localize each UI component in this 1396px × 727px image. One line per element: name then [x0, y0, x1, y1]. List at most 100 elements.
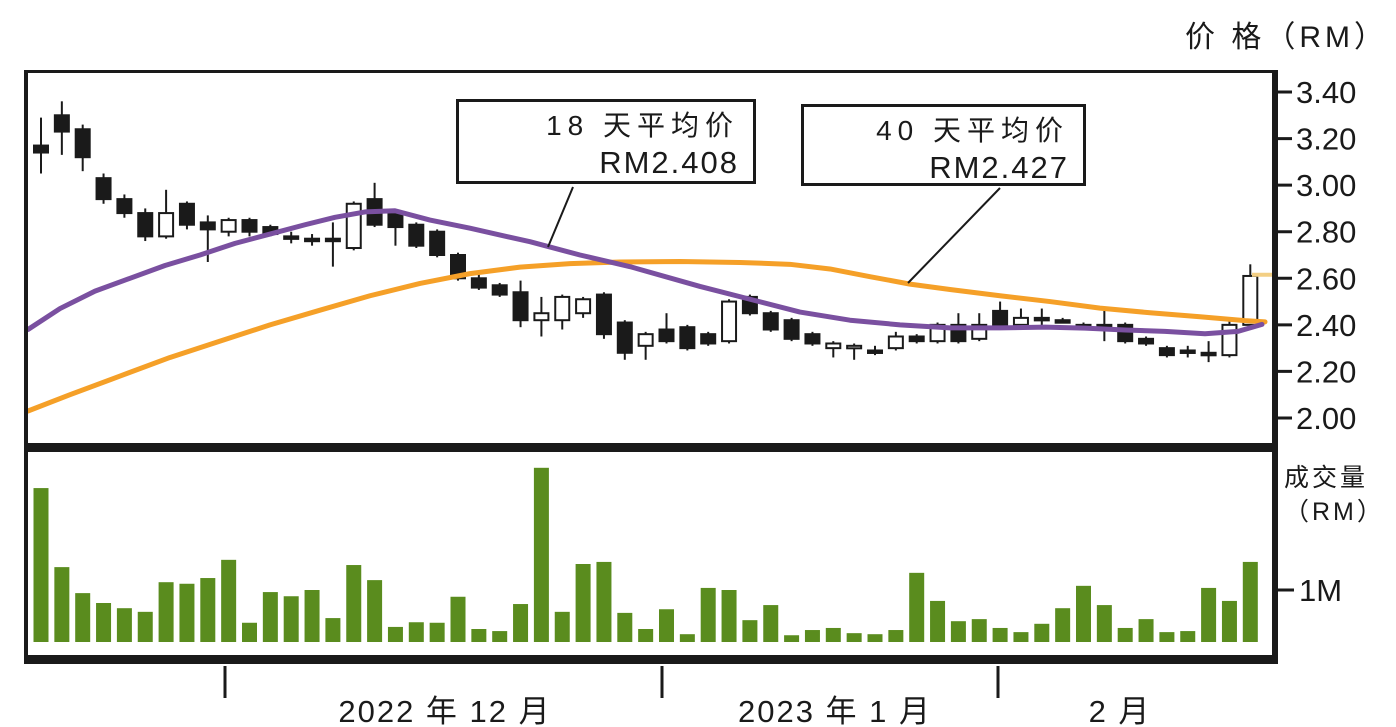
- volume-bar: [450, 596, 466, 642]
- volume-bar: [367, 580, 383, 642]
- volume-bar: [33, 488, 49, 642]
- candle-body-down: [241, 219, 258, 233]
- candle-body-down: [199, 221, 216, 231]
- candle-body-down: [137, 212, 154, 238]
- volume-bar: [867, 634, 883, 642]
- price-tick-label: 2.40: [1296, 308, 1356, 343]
- candle-body-down: [74, 128, 91, 159]
- candle-body-down: [595, 293, 612, 336]
- candle-body-down: [658, 328, 675, 343]
- candle-body-up: [637, 333, 654, 347]
- volume-bar: [1013, 632, 1029, 642]
- volume-bar: [638, 629, 654, 642]
- volume-bar: [554, 611, 570, 642]
- volume-bar: [54, 567, 70, 642]
- candle-body-down: [992, 309, 1009, 326]
- volume-bar: [1180, 631, 1196, 642]
- x-axis-label-dec-2022: 2022 年 12 月: [338, 694, 552, 727]
- candle-body-down: [408, 223, 425, 247]
- volume-bar: [346, 565, 362, 642]
- ma40-annotation-value: RM2.427: [929, 150, 1069, 185]
- candle-body-down: [1200, 351, 1217, 357]
- ma18-annotation-label: 18 天平均价: [546, 110, 739, 141]
- volume-bar: [659, 609, 674, 642]
- price-tick-label: 2.20: [1296, 354, 1356, 389]
- candle-body-up: [575, 298, 592, 315]
- candle-body-down: [908, 335, 925, 343]
- volume-bar: [825, 627, 841, 642]
- ma40-annotation-label: 40 天平均价: [876, 115, 1069, 146]
- candle-body-down: [762, 312, 779, 331]
- volume-bar: [262, 592, 278, 642]
- price-axis-title: 价 格（RM）: [1185, 21, 1388, 54]
- candle-body-up: [825, 342, 842, 350]
- volume-bar: [1034, 623, 1050, 642]
- candle-body-down: [512, 291, 529, 322]
- volume-bar: [137, 611, 153, 642]
- candle-body-down: [283, 235, 300, 240]
- candle-body-down: [1158, 347, 1175, 357]
- candle-body-up: [220, 219, 237, 233]
- candle-body-down: [1033, 316, 1050, 322]
- volume-bar: [971, 619, 987, 642]
- volume-bar: [471, 629, 487, 642]
- volume-bar: [763, 605, 779, 642]
- volume-axis-title-line1: 成交量: [1284, 464, 1369, 492]
- volume-bar: [75, 593, 91, 642]
- volume-bar: [533, 467, 549, 642]
- volume-axis-title-line2: （RM）: [1284, 498, 1385, 526]
- volume-bar: [888, 630, 904, 642]
- candle-body-up: [533, 312, 550, 322]
- x-axis-tick: [996, 666, 1000, 698]
- candle-body-down: [783, 319, 800, 340]
- candle-body-down: [1179, 349, 1196, 354]
- volume-bar: [930, 600, 946, 642]
- volume-bar: [1138, 619, 1154, 642]
- price-tick-label: 3.00: [1296, 168, 1356, 203]
- volume-bar: [1159, 632, 1175, 642]
- volume-bar: [1221, 600, 1237, 642]
- annotation-pointer-line: [547, 186, 574, 248]
- volume-bar: [950, 621, 966, 642]
- volume-bar: [304, 590, 320, 642]
- volume-bar: [1242, 561, 1258, 642]
- x-axis-label-feb: 2 月: [1088, 694, 1152, 727]
- candle-body-up: [721, 300, 738, 343]
- price-tick-label: 3.40: [1296, 75, 1356, 110]
- volume-bar: [221, 559, 237, 642]
- volume-bar: [909, 572, 925, 642]
- panel-bottom-border: [24, 655, 1278, 664]
- volume-bar: [387, 626, 403, 642]
- volume-bar: [158, 582, 174, 642]
- candle-body-down: [804, 333, 821, 345]
- candle-body-up: [1012, 316, 1029, 326]
- candle-body-down: [491, 284, 508, 296]
- price-tick-label: 2.00: [1296, 401, 1356, 436]
- candle-body-down: [1054, 319, 1071, 324]
- volume-bar: [575, 564, 591, 642]
- volume-bar: [1117, 627, 1133, 642]
- annotation-pointer-line: [907, 187, 1001, 284]
- volume-bar: [242, 622, 257, 642]
- candle-body-up: [1242, 274, 1259, 326]
- volume-bar: [200, 578, 216, 642]
- volume-bar: [721, 590, 737, 642]
- candle-body-down: [700, 333, 717, 345]
- candle-body-down: [178, 202, 195, 226]
- price-tick-label: 3.20: [1296, 122, 1356, 157]
- price-panel-top-border: [24, 70, 1278, 73]
- candle-body-down: [324, 237, 341, 243]
- candle-body-down: [616, 321, 633, 354]
- volume-bar: [679, 634, 695, 642]
- volume-bar: [429, 622, 445, 642]
- price-tick-label: 2.60: [1296, 261, 1356, 296]
- price-axis-line: [1272, 70, 1278, 664]
- ma40-line: [25, 259, 1268, 414]
- candle-body-up: [554, 295, 571, 322]
- x-axis-tick: [223, 666, 227, 698]
- candle-body-down: [33, 144, 49, 154]
- candle-body-down: [867, 349, 883, 354]
- candle-body-up: [846, 344, 863, 350]
- ma18-annotation-value: RM2.408: [599, 145, 739, 180]
- volume-bar: [596, 561, 612, 642]
